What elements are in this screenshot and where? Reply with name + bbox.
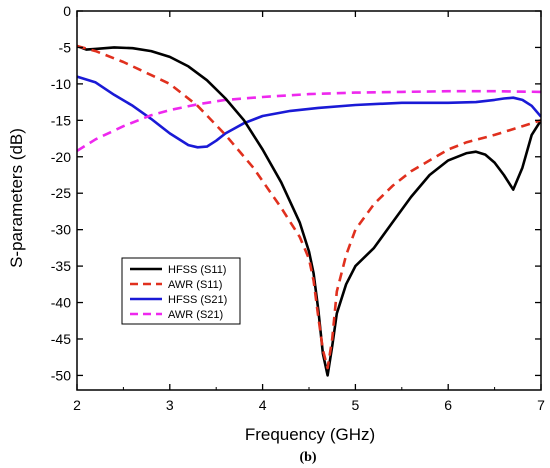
legend-label-hfss-s21: HFSS (S21): [168, 294, 227, 306]
x-tick-label: 4: [259, 397, 267, 413]
legend: HFSS (S11) AWR (S11) HFSS (S21) AWR (S21): [121, 257, 241, 325]
y-tick-label: -10: [51, 76, 71, 92]
series-layer: [77, 44, 541, 377]
y-tick-label: -50: [51, 367, 71, 383]
series-line-hfss-s21: [77, 75, 541, 149]
figure-caption: (b): [299, 450, 316, 465]
y-tick-label: -30: [51, 222, 71, 238]
x-tick-label: 6: [444, 397, 452, 413]
x-axis-title: Frequency (GHz): [245, 425, 375, 444]
y-tick-label: -40: [51, 295, 71, 311]
legend-label-awr-s11: AWR (S11): [168, 279, 222, 291]
legend-label-hfss-s11: HFSS (S11): [168, 264, 226, 276]
y-tick-label: -20: [51, 149, 71, 165]
series-line-awr-s11: [77, 44, 541, 370]
y-axis-title: S-parameters (dB): [7, 128, 26, 268]
y-tick-label: 0: [63, 3, 71, 19]
y-tick-label: -15: [51, 112, 71, 128]
y-tick-label: -35: [51, 258, 71, 274]
x-tick-label: 2: [73, 397, 81, 413]
y-tick-label: -5: [59, 39, 72, 55]
x-tick-label: 7: [537, 397, 545, 413]
y-tick-label: -25: [51, 185, 71, 201]
x-tick-label: 5: [352, 397, 360, 413]
axes-layer: 2 3 4 5 6 7 0 -5 -10 -15 -20 -25 -30 -35 -40 -45 -50: [51, 3, 545, 413]
series-line-hfss-s11: [77, 44, 541, 377]
legend-label-awr-s21: AWR (S21): [168, 309, 223, 321]
y-tick-label: -45: [51, 331, 71, 347]
x-tick-label: 3: [166, 397, 174, 413]
